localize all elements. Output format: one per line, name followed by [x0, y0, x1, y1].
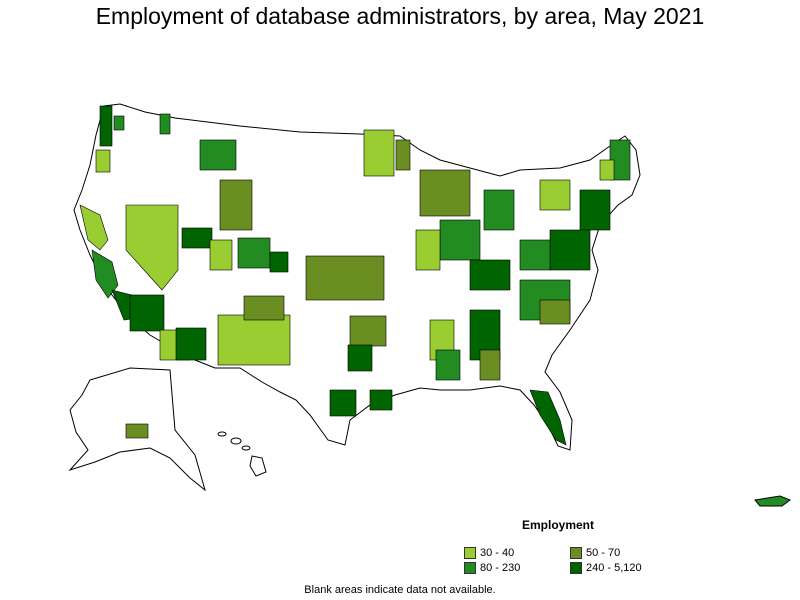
legend-swatch [570, 547, 582, 559]
legend-item-80-230: 80 - 230 [464, 562, 520, 574]
us-map [68, 103, 792, 507]
legend-label: 50 - 70 [586, 547, 621, 559]
legend-item-50-70: 50 - 70 [570, 547, 620, 559]
employment-areas [79, 105, 631, 446]
legend-title: Employment [522, 518, 595, 532]
legend-swatch [464, 562, 476, 574]
legend-swatch [464, 547, 476, 559]
legend-label: 80 - 230 [480, 562, 521, 574]
hawaii-islands [217, 431, 267, 477]
legend-item-30-40: 30 - 40 [464, 547, 514, 559]
puerto-rico [754, 495, 792, 507]
map-title: Employment of database administrators, b… [95, 3, 705, 29]
legend-swatch [570, 562, 582, 574]
legend-label: 240 - 5,120 [586, 562, 642, 574]
legend-label: 30 - 40 [480, 547, 515, 559]
legend-item-240-5120: 240 - 5,120 [570, 562, 642, 574]
blank-areas-note: Blank areas indicate data not available. [304, 584, 496, 596]
